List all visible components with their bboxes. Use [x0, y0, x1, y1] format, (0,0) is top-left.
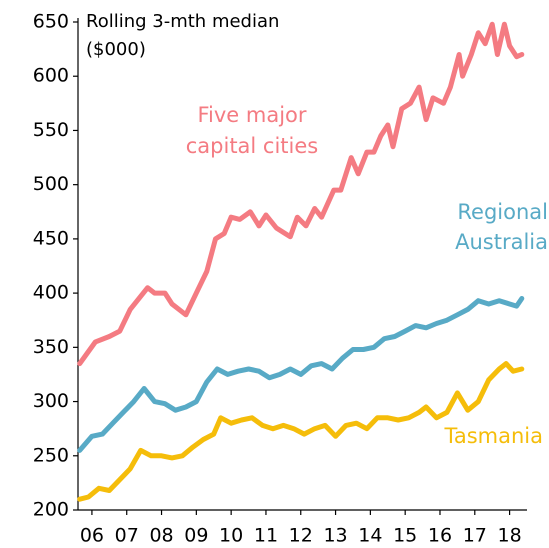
x-tick-label: 08 [149, 525, 173, 547]
series-label-line: Australia [455, 230, 548, 254]
y-tick-label: 400 [33, 282, 69, 304]
series-label: Five major capital cities [186, 103, 319, 158]
x-tick-label: 09 [184, 525, 208, 547]
y-tick-label: 650 [33, 11, 69, 33]
x-tick-label: 14 [358, 525, 382, 547]
y-tick-label: 550 [33, 119, 69, 141]
y-tick-label: 250 [33, 444, 69, 466]
y-tick-label: 200 [33, 499, 69, 521]
y-tick-label: 450 [33, 227, 69, 249]
series-label-line: Tasmania [444, 424, 544, 448]
x-tick-label: 11 [254, 525, 278, 547]
series-label: Tasmania [444, 424, 544, 448]
series-label: Regional Australia [455, 200, 548, 254]
annotation: ($000) [86, 39, 146, 60]
series-label-line: capital cities [186, 134, 319, 158]
x-tick-label: 16 [428, 525, 452, 547]
x-tick-label: 15 [393, 525, 417, 547]
series-line [77, 21, 525, 367]
y-tick-label: 600 [33, 65, 69, 87]
series-line [77, 361, 525, 502]
series-label-line: Regional [457, 200, 548, 224]
y-tick-label: 500 [33, 173, 69, 195]
x-tick-label: 12 [289, 525, 313, 547]
series-label-line: Five major [197, 103, 306, 127]
series-line [77, 296, 525, 453]
y-tick-label: 300 [33, 390, 69, 412]
x-tick-label: 13 [323, 525, 347, 547]
x-tick-label: 07 [115, 525, 139, 547]
y-tick-label: 350 [33, 336, 69, 358]
x-tick-label: 18 [498, 525, 522, 547]
x-tick-label: 06 [80, 525, 104, 547]
x-tick-label: 17 [463, 525, 487, 547]
x-tick-label: 10 [219, 525, 243, 547]
annotation: Rolling 3-mth median [86, 11, 279, 32]
